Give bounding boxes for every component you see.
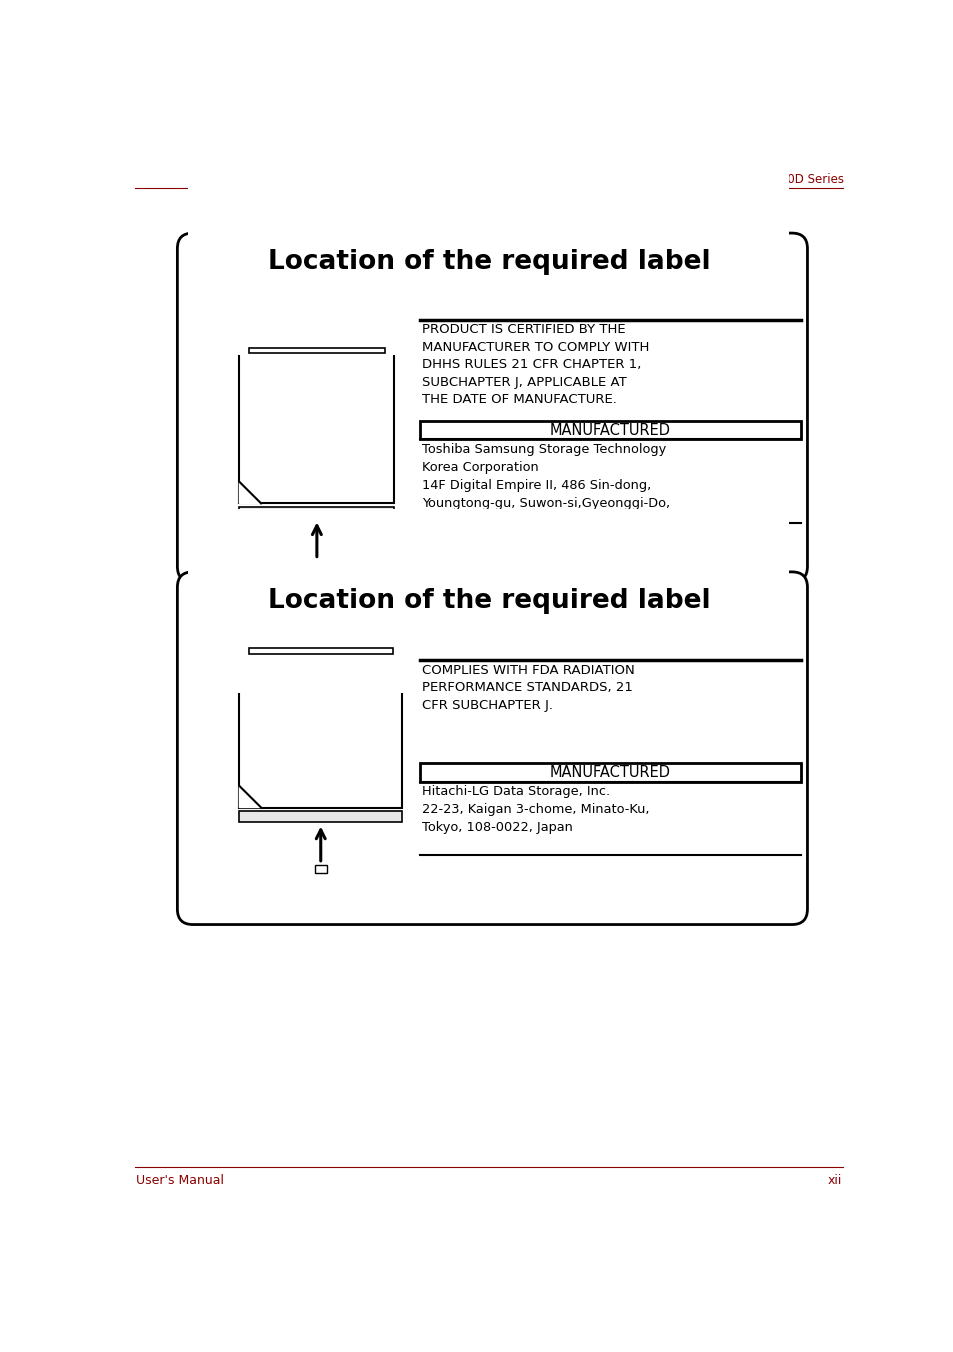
Text: Toshiba Samsung Storage Technology TS-L633C/TS-L633Y: Toshiba Samsung Storage Technology TS-L6… [220, 204, 716, 220]
Bar [239, 653, 402, 807]
Polygon shape [239, 481, 261, 503]
Bar [249, 648, 393, 653]
Bar [419, 763, 801, 781]
Bar [249, 347, 385, 353]
Text: PRODUCT IS CERTIFIED BY THE
MANUFACTURER TO COMPLY WITH
DHHS RULES 21 CFR CHAPTE: PRODUCT IS CERTIFIED BY THE MANUFACTURER… [422, 323, 649, 406]
Bar [314, 865, 327, 873]
Text: MANUFACTURED: MANUFACTURED [550, 765, 670, 780]
Text: Hitachi-LG Data Storage, Inc.
22-23, Kaigan 3-chome, Minato-Ku,
Tokyo, 108-0022,: Hitachi-LG Data Storage, Inc. 22-23, Kai… [422, 786, 649, 834]
Bar [239, 353, 394, 503]
Text: Location of the required label: Location of the required label [268, 588, 709, 614]
FancyBboxPatch shape [177, 572, 806, 925]
Text: Satellite C640/C640D Satellite Pro C640/C640D Series: Satellite C640/C640D Satellite Pro C640/… [523, 173, 843, 185]
Bar [239, 811, 402, 822]
Text: COMPLIES WITH FDA RADIATION
PERFORMANCE STANDARDS, 21
CFR SUBCHAPTER J.: COMPLIES WITH FDA RADIATION PERFORMANCE … [422, 664, 635, 711]
Text: Hitachi-LG Data Storage GT30N/GT30F: Hitachi-LG Data Storage GT30N/GT30F [220, 548, 549, 562]
Bar [311, 561, 323, 569]
Polygon shape [239, 786, 261, 807]
Text: Location of the required label: Location of the required label [268, 249, 709, 276]
Text: MANUFACTURED: MANUFACTURED [550, 423, 670, 438]
Text: xii: xii [826, 1174, 841, 1187]
Bar [419, 420, 801, 439]
Text: Toshiba Samsung Storage Technology
Korea Corporation
14F Digital Empire II, 486 : Toshiba Samsung Storage Technology Korea… [422, 442, 670, 527]
FancyBboxPatch shape [177, 233, 806, 581]
Text: User's Manual: User's Manual [136, 1174, 224, 1187]
Bar [239, 507, 394, 518]
